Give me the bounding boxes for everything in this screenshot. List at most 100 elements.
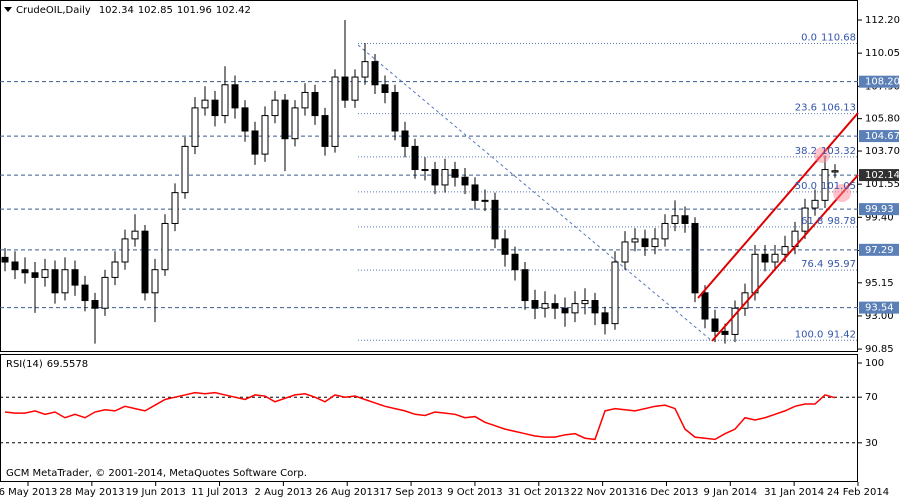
candle-body bbox=[311, 91, 319, 117]
channel-lower bbox=[711, 174, 859, 342]
candle-body bbox=[801, 207, 809, 232]
candle-body bbox=[681, 215, 689, 224]
level-box bbox=[859, 169, 899, 182]
candle-body bbox=[391, 91, 399, 132]
y-tick-label: 103.70 bbox=[865, 146, 900, 157]
fib-label: 0.0 110.68 bbox=[801, 32, 856, 43]
y-tick-label: 105.80 bbox=[865, 114, 900, 125]
rsi-header: RSI(14) 69.5578 bbox=[6, 359, 88, 370]
fib-label: 100.0 91.42 bbox=[795, 329, 856, 340]
candle-body bbox=[491, 199, 499, 240]
rsi-panel bbox=[0, 354, 858, 482]
candle-body bbox=[191, 107, 199, 147]
candle-body bbox=[551, 303, 559, 309]
fib-level: 0.0 bbox=[801, 32, 817, 43]
candle-body bbox=[431, 169, 439, 186]
y-tick-label: 99.40 bbox=[865, 212, 894, 223]
candle-body bbox=[471, 184, 479, 201]
candle-body bbox=[571, 303, 579, 314]
level-label: 104.67 bbox=[865, 131, 900, 142]
x-tick-label: 31 Jan 2014 bbox=[764, 487, 824, 498]
candle-body bbox=[531, 300, 539, 309]
candle-body bbox=[271, 99, 279, 117]
candle-body bbox=[381, 84, 389, 93]
level-box bbox=[859, 130, 899, 143]
candle-body bbox=[1, 256, 9, 263]
candle-body bbox=[411, 145, 419, 171]
candle-body bbox=[811, 199, 819, 209]
fib-label: 76.4 95.97 bbox=[801, 259, 856, 270]
candle-body bbox=[521, 269, 529, 302]
candle-body bbox=[331, 76, 339, 147]
open: 102.34 bbox=[99, 5, 134, 16]
candle-body bbox=[581, 300, 589, 305]
candle-body bbox=[31, 272, 39, 278]
candle-body bbox=[91, 300, 99, 309]
candle-body bbox=[241, 107, 249, 132]
level-label: 108.20 bbox=[865, 77, 900, 88]
marker bbox=[814, 147, 830, 163]
fib-label: 50.0 101.05 bbox=[795, 181, 856, 192]
level-box bbox=[859, 203, 899, 216]
x-tick-label: 26 Aug 2013 bbox=[315, 487, 379, 498]
x-tick-label: 31 Oct 2013 bbox=[508, 487, 570, 498]
candle-body bbox=[221, 84, 229, 117]
fib-price: 95.97 bbox=[827, 259, 856, 270]
candle-body bbox=[121, 238, 129, 263]
fib-label: 38.2 103.32 bbox=[795, 146, 856, 157]
candle-body bbox=[281, 99, 289, 140]
rsi-value: 69.5578 bbox=[47, 359, 88, 370]
candle-body bbox=[821, 169, 829, 201]
candle-body bbox=[251, 130, 259, 155]
candle-body bbox=[101, 276, 109, 309]
candle-body bbox=[691, 222, 699, 294]
close: 102.42 bbox=[216, 5, 251, 16]
price-panel bbox=[0, 0, 858, 352]
candle-body bbox=[481, 199, 489, 202]
rsi-tick-label: 30 bbox=[865, 438, 878, 449]
fib-price: 101.05 bbox=[821, 181, 856, 192]
fib-level: 23.6 bbox=[795, 103, 817, 114]
candle-body bbox=[661, 222, 669, 240]
fib-price: 103.32 bbox=[821, 146, 856, 157]
candle-body bbox=[141, 230, 149, 294]
header: CrudeOIL,Daily 102.34 102.85 101.96 102.42 bbox=[16, 5, 251, 16]
candle-body bbox=[591, 300, 599, 314]
marker bbox=[833, 184, 851, 202]
candle-body bbox=[81, 284, 89, 302]
rsi-tick-label: 70 bbox=[865, 392, 878, 403]
fib-price: 91.42 bbox=[827, 329, 856, 340]
candle-body bbox=[781, 246, 789, 255]
rsi-tick-label: 100 bbox=[865, 358, 884, 369]
candle-body bbox=[631, 238, 639, 243]
fib-level: 76.4 bbox=[801, 259, 823, 270]
candles bbox=[1, 20, 839, 344]
candle-body bbox=[51, 269, 59, 294]
x-tick-label: 2 Aug 2013 bbox=[255, 487, 313, 498]
candle-body bbox=[361, 61, 369, 78]
candle-body bbox=[41, 269, 49, 278]
candle-body bbox=[711, 318, 719, 332]
grid bbox=[0, 42, 858, 341]
candle-body bbox=[111, 261, 119, 278]
candle-body bbox=[761, 253, 769, 263]
fib-level: 100.0 bbox=[795, 329, 824, 340]
candle-body bbox=[151, 269, 159, 294]
candle-body bbox=[131, 230, 139, 240]
candle-body bbox=[201, 99, 209, 109]
candle-body bbox=[401, 130, 409, 147]
candle-body bbox=[291, 107, 299, 140]
candle-body bbox=[651, 238, 659, 248]
candle-body bbox=[161, 222, 169, 271]
x-tick-label: 9 Oct 2013 bbox=[447, 487, 502, 498]
high: 102.85 bbox=[138, 5, 173, 16]
candle-body bbox=[831, 170, 839, 173]
x-tick-label: 11 Jul 2013 bbox=[191, 487, 248, 498]
x-tick-label: 19 Jun 2013 bbox=[126, 487, 186, 498]
x-tick-label: 17 Sep 2013 bbox=[379, 487, 442, 498]
candle-body bbox=[211, 99, 219, 117]
candle-body bbox=[11, 261, 19, 271]
candle-body bbox=[641, 238, 649, 248]
fib-level: 38.2 bbox=[795, 146, 817, 157]
